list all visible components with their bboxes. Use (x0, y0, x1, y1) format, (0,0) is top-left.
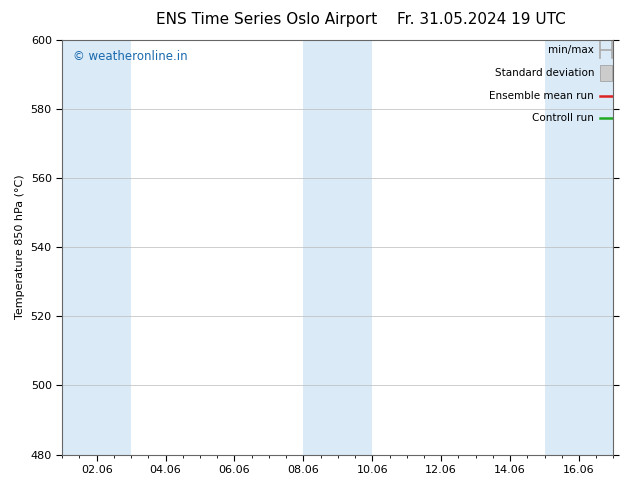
Text: Ensemble mean run: Ensemble mean run (489, 91, 594, 100)
Text: min/max: min/max (548, 45, 594, 55)
Text: Fr. 31.05.2024 19 UTC: Fr. 31.05.2024 19 UTC (398, 12, 566, 27)
Text: ENS Time Series Oslo Airport: ENS Time Series Oslo Airport (156, 12, 377, 27)
Bar (545, 40, 614, 455)
Y-axis label: Temperature 850 hPa (°C): Temperature 850 hPa (°C) (15, 175, 25, 319)
Bar (600, 65, 612, 81)
Bar (304, 40, 372, 455)
Text: © weatheronline.in: © weatheronline.in (74, 50, 188, 63)
Text: Controll run: Controll run (533, 113, 594, 123)
Text: Standard deviation: Standard deviation (495, 68, 594, 78)
Bar (62, 40, 131, 455)
